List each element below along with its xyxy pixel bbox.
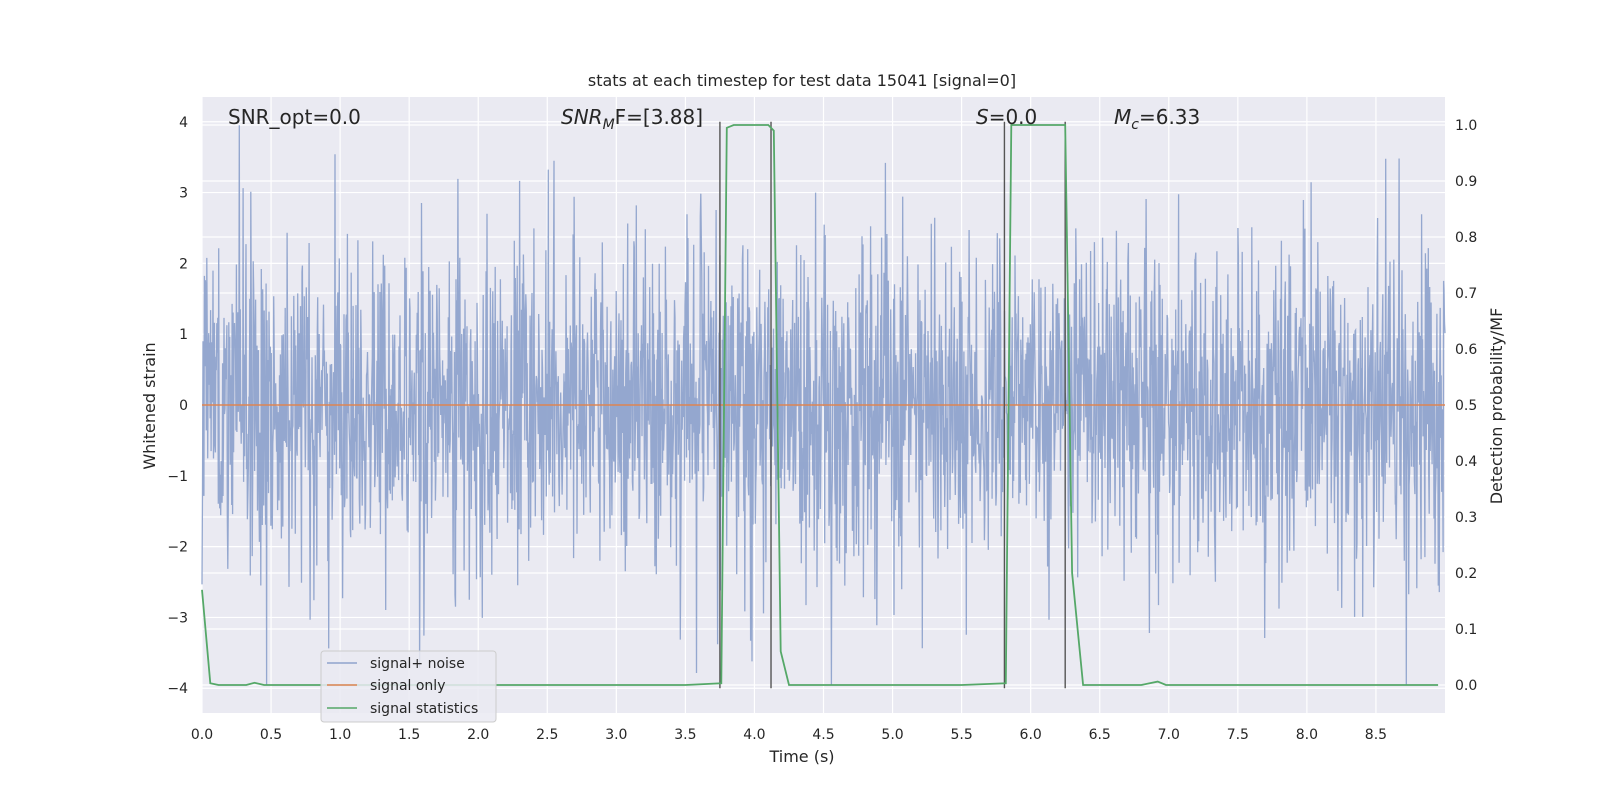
x-tick-label: 3.0: [605, 727, 627, 743]
annotation-snr-opt: SNR_opt=0.0: [228, 105, 361, 129]
y2-tick-label: 0.0: [1455, 678, 1477, 694]
y2-tick-label: 0.1: [1455, 622, 1477, 638]
annotation-snr-mf: SNRMF=[3.88]: [561, 105, 703, 133]
y2-tick-label: 0.9: [1455, 174, 1477, 190]
annotation-mc: Mc=6.33: [1114, 105, 1200, 133]
legend-label-signal-noise: signal+ noise: [370, 656, 465, 672]
y2-tick-label: 0.4: [1455, 454, 1477, 470]
x-tick-label: 4.5: [812, 727, 834, 743]
series-signal-noise: [201, 125, 1446, 685]
series-line-signal-noise: [201, 125, 1446, 685]
annotation-snr-mf-main: SNR: [561, 105, 603, 129]
annotation-s-rest: =0.0: [989, 105, 1038, 129]
legend: signal+ noise signal only signal statist…: [320, 650, 497, 723]
x-tick-label: 0.0: [191, 727, 213, 743]
y2-tick-label: 0.5: [1455, 398, 1477, 414]
y2-axis-label: Detection probability/MF: [1487, 308, 1506, 505]
x-tick-label: 8.5: [1365, 727, 1387, 743]
annotation-snr-mf-rest: F=[3.88]: [615, 105, 703, 129]
y-tick-label: −1: [167, 469, 188, 485]
x-tick-label: 7.0: [1158, 727, 1180, 743]
y2-tick-label: 1.0: [1455, 118, 1477, 134]
legend-label-signal-only: signal only: [370, 678, 445, 694]
annotation-snr-mf-sub: M: [603, 117, 615, 133]
vertical-markers: [719, 121, 1066, 689]
y-tick-label: 4: [179, 115, 188, 131]
annotation-s-italic: S: [976, 105, 989, 129]
legend-box: [320, 650, 497, 723]
x-tick-label: 6.5: [1089, 727, 1111, 743]
x-tick-label: 4.0: [743, 727, 765, 743]
x-tick-label: 2.0: [467, 727, 489, 743]
annotation-mc-italic: M: [1114, 105, 1131, 129]
x-tick-label: 0.5: [260, 727, 282, 743]
y2-tick-label: 0.8: [1455, 230, 1477, 246]
y2-tick-label: 0.3: [1455, 510, 1477, 526]
x-tick-label: 2.5: [536, 727, 558, 743]
x-tick-label: 8.0: [1296, 727, 1318, 743]
y-tick-label: 1: [179, 327, 188, 343]
annotation-mc-rest: =6.33: [1139, 105, 1200, 129]
y-tick-label: 0: [179, 398, 188, 414]
y-tick-label: 3: [179, 186, 188, 202]
x-tick-label: 3.5: [674, 727, 696, 743]
x-tick-label: 5.5: [950, 727, 972, 743]
x-tick-label: 1.0: [329, 727, 351, 743]
chart-title: stats at each timestep for test data 150…: [588, 71, 1016, 90]
series-signal-statistics: [201, 124, 1439, 686]
y-tick-label: −3: [167, 610, 188, 626]
x-tick-label: 6.0: [1020, 727, 1042, 743]
x-axis-label: Time (s): [768, 747, 834, 766]
annotation-mc-sub: c: [1131, 117, 1139, 133]
annotation-s: S=0.0: [976, 105, 1037, 129]
y-tick-label: 2: [179, 256, 188, 272]
y-tick-label: −2: [167, 540, 188, 556]
y-tick-label: −4: [167, 681, 188, 697]
series-line-signal-statistics: [201, 124, 1439, 686]
y-axis-label: Whitened strain: [140, 342, 159, 469]
tick-labels: 0.0 0.5 1.0 1.5 2.0 2.5 3.0 3.5 4.0 4.5 5.0 5.5 6.0 6…: [167, 115, 1477, 743]
y2-tick-label: 0.6: [1455, 342, 1477, 358]
legend-label-signal-statistics: signal statistics: [370, 701, 478, 717]
y2-tick-label: 0.2: [1455, 566, 1477, 582]
x-tick-label: 5.0: [881, 727, 903, 743]
x-tick-label: 1.5: [398, 727, 420, 743]
x-tick-label: 7.5: [1227, 727, 1249, 743]
y2-tick-label: 0.7: [1455, 286, 1477, 302]
